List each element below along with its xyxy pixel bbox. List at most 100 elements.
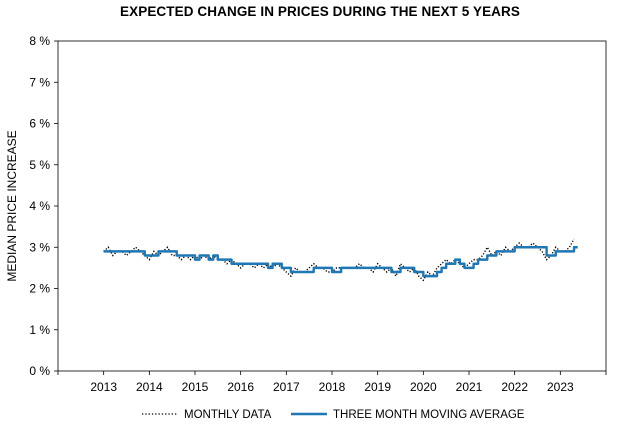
moving-average-point: [240, 263, 241, 264]
moving-average-point: [395, 271, 396, 272]
moving-average-point: [245, 263, 246, 264]
monthly-point: [327, 271, 328, 272]
moving-average-point: [560, 251, 561, 252]
moving-average-point: [359, 267, 360, 268]
moving-average-point: [537, 247, 538, 248]
monthly-point: [126, 255, 127, 256]
moving-average-point: [263, 263, 264, 264]
monthly-point: [112, 255, 113, 256]
moving-average-point: [217, 259, 218, 260]
moving-average-point: [295, 271, 296, 272]
moving-average-point: [204, 255, 205, 256]
moving-average-point: [377, 267, 378, 268]
moving-average-point: [569, 251, 570, 252]
monthly-point: [569, 247, 570, 248]
moving-average-point: [382, 267, 383, 268]
moving-average-point: [318, 267, 319, 268]
moving-average-point: [400, 267, 401, 268]
y-tick-label: 2 %: [29, 282, 50, 296]
x-axis: 2013 2014 2015 2016 2017 2018 2019 2020 2021 2022…: [57, 371, 607, 394]
monthly-point: [190, 259, 191, 260]
moving-average-point: [468, 267, 469, 268]
legend-label-moving-average: THREE MONTH MOVING AVERAGE: [333, 409, 525, 421]
x-tick-label: 2017: [273, 380, 300, 394]
moving-average-point: [309, 271, 310, 272]
monthly-point: [373, 271, 374, 272]
moving-average-point: [404, 267, 405, 268]
y-tick-label: 4 %: [29, 199, 50, 213]
monthly-point: [400, 263, 401, 264]
moving-average-point: [272, 263, 273, 264]
series-layer: [103, 238, 578, 282]
moving-average-point: [409, 267, 410, 268]
plot-area: [57, 40, 607, 372]
moving-average-point: [331, 271, 332, 272]
moving-average-point: [158, 251, 159, 252]
moving-average-point: [322, 267, 323, 268]
monthly-point: [295, 267, 296, 268]
moving-average-point: [299, 271, 300, 272]
moving-average-point: [446, 263, 447, 264]
moving-average-point: [190, 255, 191, 256]
monthly-point: [427, 271, 428, 272]
moving-average-point: [181, 255, 182, 256]
monthly-point: [336, 267, 337, 268]
moving-average-point: [532, 247, 533, 248]
x-tick-label: 2019: [364, 380, 391, 394]
monthly-point: [546, 259, 547, 260]
monthly-point: [313, 263, 314, 264]
y-tick-label: 0 %: [29, 364, 50, 378]
moving-average-point: [523, 247, 524, 248]
monthly-point: [290, 276, 291, 277]
x-tick-label: 2014: [136, 380, 163, 394]
moving-average-point: [249, 263, 250, 264]
moving-average-point: [153, 255, 154, 256]
y-axis: 0 % 1 % 2 % 3 % 4 % 5 % 6 % 7 % 8 %: [29, 34, 58, 378]
moving-average-point: [423, 276, 424, 277]
moving-average-point: [441, 267, 442, 268]
monthly-point: [541, 251, 542, 252]
moving-average-point: [336, 271, 337, 272]
moving-average-point: [103, 251, 104, 252]
monthly-point: [409, 271, 410, 272]
moving-average-point: [286, 267, 287, 268]
monthly-point: [167, 247, 168, 248]
moving-average-point: [414, 271, 415, 272]
moving-average-point: [478, 259, 479, 260]
y-tick-label: 8 %: [29, 34, 50, 48]
moving-average-point: [185, 255, 186, 256]
x-tick-label: 2016: [227, 380, 254, 394]
y-tick-label: 3 %: [29, 240, 50, 254]
moving-average-point: [341, 267, 342, 268]
moving-average-point: [304, 271, 305, 272]
moving-average-point: [514, 247, 515, 248]
moving-average-point: [172, 251, 173, 252]
moving-average-point: [541, 247, 542, 248]
moving-average-point: [391, 271, 392, 272]
moving-average-point: [450, 263, 451, 264]
monthly-point: [181, 259, 182, 260]
moving-average-point: [267, 267, 268, 268]
moving-average-point: [140, 251, 141, 252]
moving-average-point: [290, 271, 291, 272]
moving-average-point: [546, 255, 547, 256]
moving-average-point: [455, 259, 456, 260]
moving-average-point: [327, 267, 328, 268]
monthly-point: [153, 251, 154, 252]
moving-average-point: [505, 251, 506, 252]
monthly-point: [473, 259, 474, 260]
y-tick-label: 5 %: [29, 158, 50, 172]
x-tick-label: 2020: [410, 380, 437, 394]
moving-average-point: [313, 267, 314, 268]
monthly-point: [573, 238, 574, 239]
chart-title: EXPECTED CHANGE IN PRICES DURING THE NEX…: [120, 4, 520, 19]
monthly-point: [108, 247, 109, 248]
monthly-point: [519, 243, 520, 244]
moving-average-point: [350, 267, 351, 268]
moving-average-point: [277, 263, 278, 264]
moving-average-point: [126, 251, 127, 252]
moving-average-point: [108, 251, 109, 252]
moving-average-point: [236, 263, 237, 264]
moving-average-point: [222, 259, 223, 260]
